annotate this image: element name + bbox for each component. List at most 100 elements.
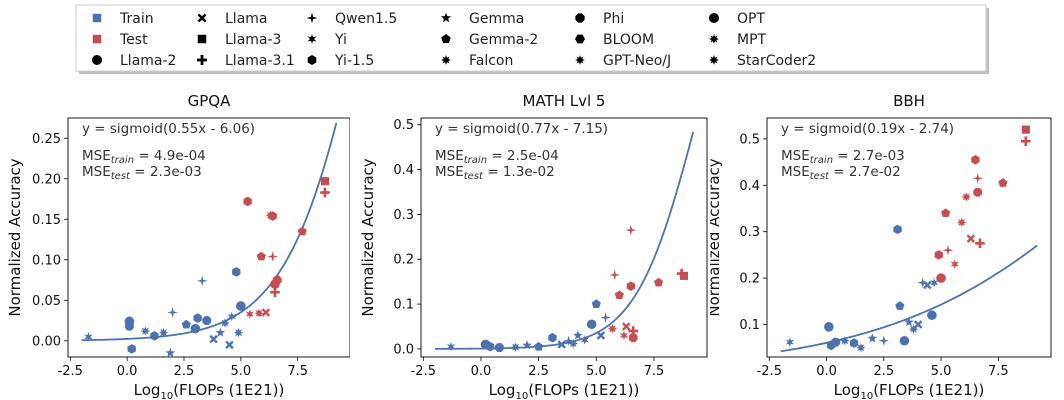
point-train-0	[446, 341, 456, 352]
point-train-18	[227, 311, 236, 322]
y-tick-label: 0.15	[32, 213, 61, 228]
y-tick-label: 0.1	[739, 318, 760, 333]
x-tick-label: 0.0	[816, 364, 837, 379]
legend-marker-opt	[709, 13, 719, 23]
y-tick-label: 0.5	[393, 118, 414, 133]
fit-equation: y = sigmoid(0.55x - 6.06)	[82, 121, 255, 137]
point-train-12	[580, 335, 589, 345]
point-test-5	[956, 217, 967, 228]
point-train-2	[486, 341, 495, 352]
y-tick-label: 0.4	[739, 179, 760, 194]
point-train-20	[233, 327, 244, 338]
point-test-8	[971, 154, 980, 165]
point-test-7	[966, 234, 976, 243]
point-train-12	[196, 275, 208, 287]
point-test-0	[243, 196, 252, 207]
point-train-14	[209, 334, 218, 344]
point-train-21	[236, 301, 246, 311]
x-tick-label: -2.5	[757, 364, 782, 379]
point-train-16	[923, 280, 932, 290]
fit-curve	[780, 244, 1038, 353]
legend-label-gemma-2: Gemma-2	[469, 32, 538, 48]
legend-label-gemma: Gemma	[469, 11, 524, 27]
point-train-0	[84, 331, 93, 342]
y-tick-label: 0.05	[32, 294, 61, 309]
point-train-15	[215, 327, 226, 337]
fit-equation: y = sigmoid(0.77x - 7.15)	[435, 121, 608, 137]
point-train-12	[904, 317, 914, 327]
point-train-3	[831, 337, 841, 347]
y-tick-label: 0.0	[393, 342, 414, 357]
legend-marker-llama-2	[92, 55, 102, 65]
x-tick-label: 2.5	[528, 364, 549, 379]
point-test-13	[1021, 125, 1030, 134]
chart-gpqa: GPQA -2.5 0.0 2.5 5.0 7.5 0.00 0.05 0.10 0.15 0.20…	[6, 92, 350, 400]
x-axis-label: Log10(FLOPs (1E21))	[834, 381, 985, 400]
point-train-5	[150, 331, 159, 341]
x-tick-label: -2.5	[58, 364, 83, 379]
point-train-14	[913, 320, 923, 329]
x-tick-label: -2.5	[411, 364, 436, 379]
point-test-9	[973, 187, 983, 197]
x-axis-label: Log10(FLOPs (1E21))	[489, 381, 640, 400]
legend-marker-gemma-2	[441, 34, 451, 44]
plot-frame	[67, 117, 350, 358]
legend-label-llama-2: Llama-2	[120, 53, 176, 69]
point-train-2	[124, 321, 134, 331]
fit-curve	[81, 122, 338, 342]
point-train-0	[785, 337, 795, 347]
plot-frame	[766, 117, 1052, 358]
point-test-4	[950, 259, 959, 269]
legend-marker-llama-3-1	[197, 55, 207, 65]
point-test-6	[268, 211, 277, 221]
point-train-4	[140, 326, 151, 336]
legend-label-falcon: Falcon	[469, 53, 513, 69]
point-test-1	[245, 309, 255, 319]
mse-train-label: MSEtrain = 4.9e-04	[82, 148, 206, 166]
legend: Train Test Llama-2 Llama Llama-3 Llama-3.1 Qwe…	[75, 4, 989, 74]
point-test-6	[626, 281, 636, 291]
point-test-0	[934, 250, 943, 260]
point-train-10	[190, 323, 201, 334]
chart-bbh: BBH -2.5 0.0 2.5 5.0 7.5 0.1 0.2 0.3 0.4 0.5 Log10(…	[710, 92, 1052, 400]
point-train-7	[548, 332, 557, 343]
y-tick-label: 0.3	[393, 208, 414, 223]
legend-marker-yi-1-5	[307, 55, 317, 65]
point-train-9	[563, 335, 574, 347]
legend-marker-yi	[307, 34, 317, 44]
point-test-12	[320, 177, 330, 186]
x-tick-label: 2.5	[174, 364, 195, 379]
legend-label-phi: Phi	[603, 11, 624, 27]
x-tick-label: 7.5	[988, 364, 1009, 379]
point-train-16	[600, 312, 611, 323]
mse-test-label: MSEtest = 2.7e-02	[781, 164, 901, 182]
point-train-11	[573, 330, 583, 340]
point-train-11	[193, 313, 202, 323]
legend-marker-starcoder2	[709, 55, 719, 65]
point-train-19	[232, 267, 241, 277]
point-train-8	[557, 340, 566, 349]
x-tick-label: 7.5	[644, 364, 665, 379]
legend-marker-test	[92, 34, 102, 44]
legend-label-train: Train	[119, 11, 154, 27]
point-test-2	[614, 290, 624, 300]
legend-label-mpt: MPT	[737, 32, 767, 48]
mse-test-label: MSEtest = 1.3e-02	[435, 164, 555, 182]
point-train-10	[895, 301, 905, 310]
legend-marker-llama-3	[197, 34, 207, 44]
x-tick-label: 5.0	[931, 364, 952, 379]
point-train-4	[510, 342, 521, 352]
point-train-8	[878, 335, 890, 347]
legend-marker-mpt	[709, 34, 719, 44]
chart-math-lvl5: MATH Lvl 5 -2.5 0.0 2.5 5.0 7.5 0.0 0.1 0.2 0.3 0.…	[359, 92, 708, 400]
point-test-10	[975, 238, 985, 249]
x-tick-label: 7.5	[287, 364, 308, 379]
x-axis-label: Log10(FLOPs (1E21))	[134, 381, 285, 400]
x-tick-label: 0.0	[117, 364, 138, 379]
plot-frame	[420, 117, 708, 358]
legend-marker-qwen1-5	[306, 12, 318, 24]
point-train-15	[917, 277, 929, 289]
x-tick-label: 0.0	[471, 364, 492, 379]
point-test-3	[942, 244, 954, 256]
